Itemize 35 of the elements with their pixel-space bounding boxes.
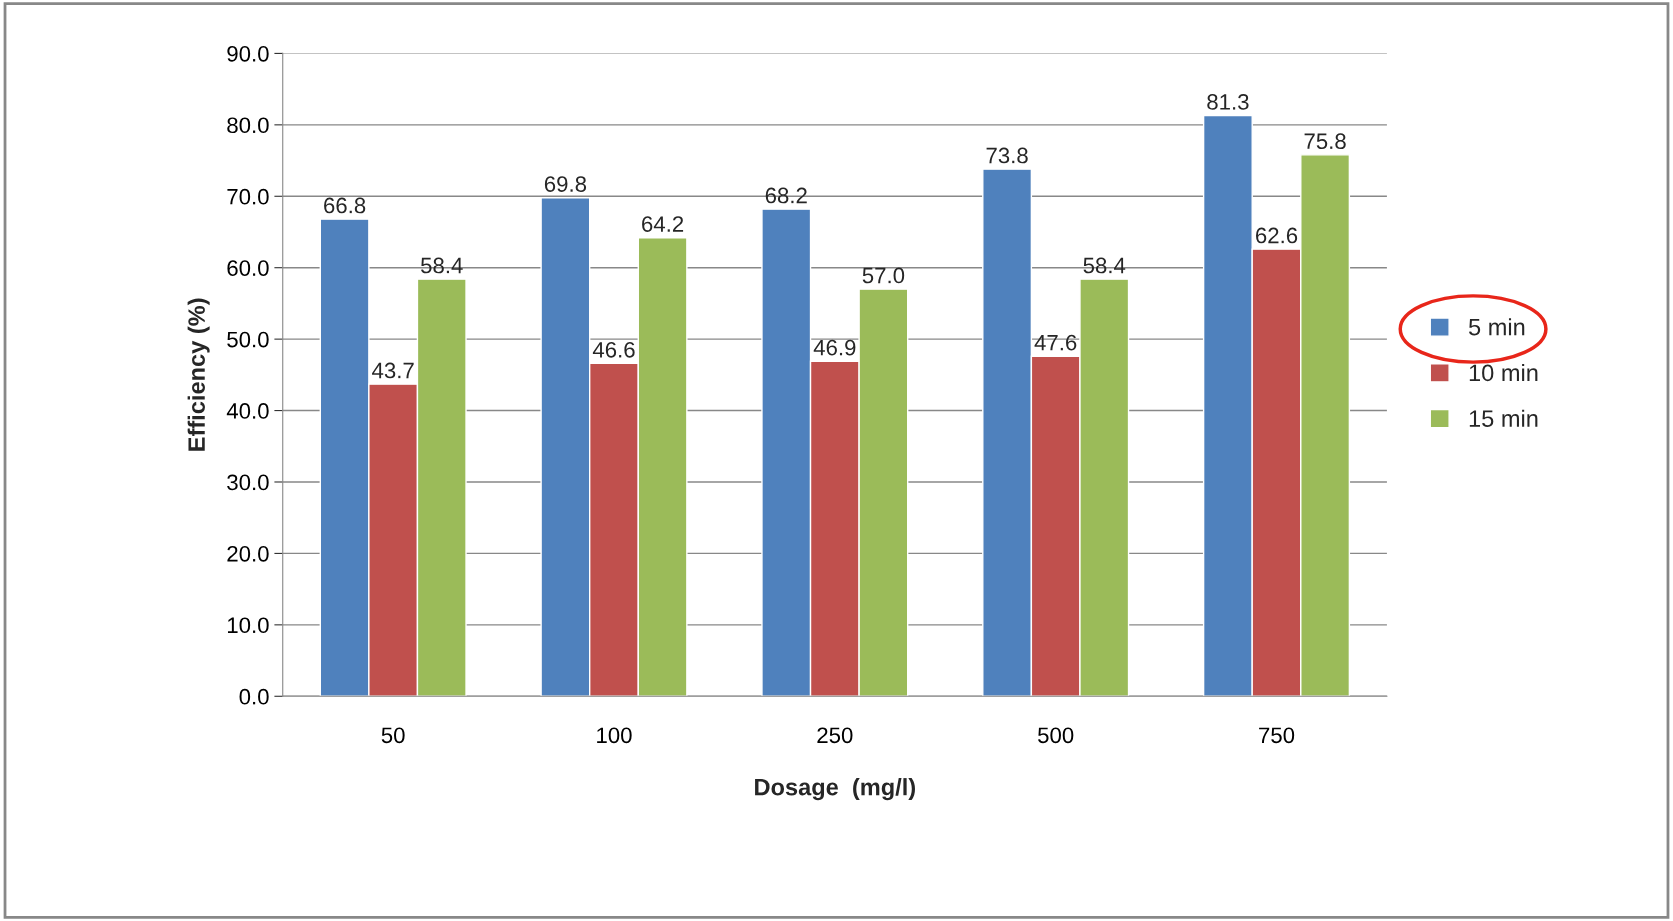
- y-tick-label: 60.0: [227, 260, 269, 276]
- y-tick-label: 90.0: [227, 45, 269, 62]
- data-label: 58.4: [421, 257, 463, 274]
- x-tick-label: 50: [381, 727, 405, 744]
- x-tick-label: 100: [597, 727, 632, 744]
- data-label: 81.3: [1207, 94, 1249, 110]
- data-label: 66.8: [324, 197, 366, 214]
- y-tick-label: 40.0: [226, 403, 269, 419]
- x-axis-title: Dosage (mg/l): [755, 778, 915, 801]
- y-axis-title: Efficiency (%): [187, 298, 210, 451]
- data-label: 46.6: [592, 341, 635, 358]
- data-label: 68.2: [765, 187, 807, 204]
- legend-label: 5 min: [1468, 318, 1525, 336]
- y-tick-label: 30.0: [227, 474, 269, 491]
- data-label: 58.4: [1083, 257, 1126, 274]
- x-tick-label: 750: [1259, 727, 1295, 744]
- y-tick-label: 20.0: [227, 545, 269, 562]
- y-tick-label: 80.0: [227, 117, 269, 134]
- data-label: 57.0: [862, 267, 905, 284]
- data-label: 62.6: [1256, 227, 1298, 244]
- data-label: 43.7: [372, 362, 414, 379]
- data-label: 69.8: [544, 176, 587, 192]
- data-label: 47.6: [1034, 334, 1077, 351]
- y-tick-label: 10.0: [227, 617, 269, 634]
- y-tick-label: 70.0: [227, 188, 269, 205]
- x-tick-label: 500: [1038, 727, 1074, 744]
- y-tick-label: 0.0: [239, 688, 269, 705]
- data-label: 64.2: [642, 216, 684, 232]
- legend-label: 10 min: [1469, 363, 1538, 382]
- y-tick-label: 50.0: [227, 331, 269, 348]
- data-label: 46.9: [813, 339, 856, 356]
- legend-label: 15 min: [1469, 409, 1538, 427]
- data-label: 75.8: [1304, 133, 1346, 150]
- x-tick-label: 250: [817, 727, 853, 744]
- data-label: 73.8: [986, 147, 1028, 164]
